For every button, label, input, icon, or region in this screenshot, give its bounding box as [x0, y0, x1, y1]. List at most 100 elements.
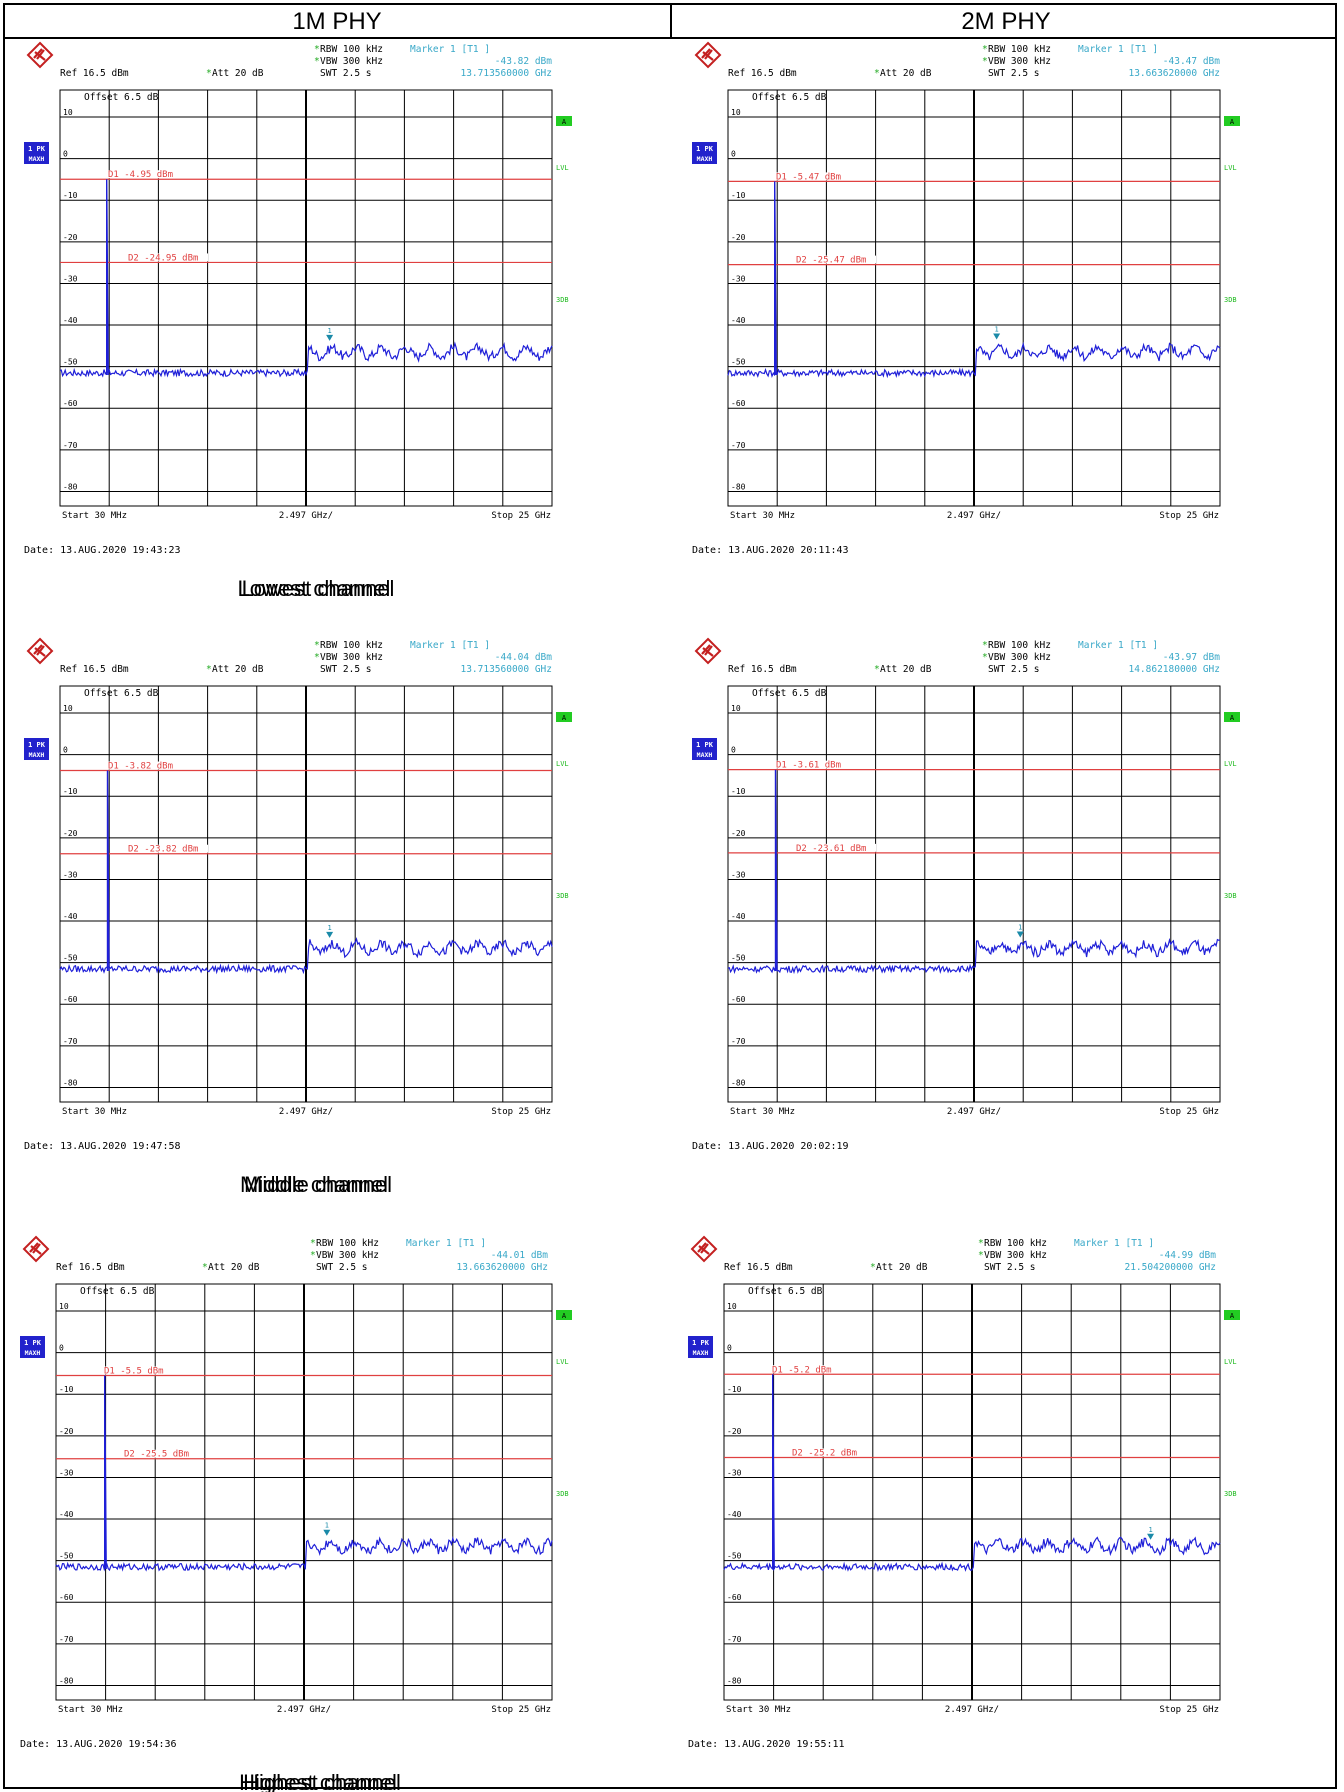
y-tick-label: 0 [63, 746, 68, 755]
side-label-a: A [562, 714, 567, 722]
limit-label-d2: D2 -24.95 dBm [128, 253, 198, 263]
y-tick-label: -80 [731, 1078, 746, 1087]
limit-label-d1-bg [106, 761, 182, 770]
limit-label-d1: D1 -5.2 dBm [772, 1365, 832, 1375]
y-tick-label: -40 [63, 912, 78, 921]
y-tick-label: -80 [731, 482, 746, 491]
offset-label: Offset 6.5 dB [752, 92, 827, 103]
marker-title: Marker 1 [T1 ] [1078, 640, 1158, 651]
limit-label-d2: D2 -25.47 dBm [796, 256, 866, 266]
vbw-label: VBW 300 kHz [320, 652, 383, 663]
channel-caption: Highest channel [239, 1770, 397, 1792]
swt-label: SWT 2.5 s [988, 68, 1039, 79]
side-label-a-box [1224, 116, 1240, 126]
rbw-label: RBW 100 kHz [988, 44, 1051, 55]
y-tick-label: -10 [731, 787, 746, 796]
y-tick-label: -30 [63, 274, 78, 283]
rbw-star: * [310, 1238, 316, 1249]
vbw-star: * [314, 56, 320, 67]
marker-1-icon [1016, 931, 1024, 938]
swt-label: SWT 2.5 s [988, 664, 1039, 675]
y-tick-label: 10 [59, 1302, 69, 1311]
offset-label: Offset 6.5 dB [84, 92, 159, 103]
y-tick-label: -30 [731, 274, 746, 283]
y-tick-label: -20 [731, 829, 746, 838]
att-star: * [874, 664, 880, 675]
rbw-label: RBW 100 kHz [320, 640, 383, 651]
attenuation: Att 20 dB [208, 1262, 260, 1273]
marker-1-label: 1 [1148, 1526, 1152, 1534]
ref-level: Ref 16.5 dBm [724, 1262, 793, 1273]
marker-title: Marker 1 [T1 ] [1078, 44, 1158, 55]
side-label-lvl: LVL [556, 1358, 569, 1366]
marker-frequency: 13.713560000 GHz [460, 68, 552, 79]
side-label-a-box [556, 116, 572, 126]
y-tick-label: -50 [731, 358, 746, 367]
x-stop-label: Stop 25 GHz [1159, 1107, 1219, 1117]
limit-label-d2: D2 -23.82 dBm [128, 845, 198, 855]
y-tick-label: 10 [731, 704, 741, 713]
marker-1-label: 1 [325, 1522, 329, 1530]
rs-logo-icon [694, 637, 722, 665]
limit-label-d1-bg [102, 1366, 178, 1375]
rs-logo-icon [22, 1235, 50, 1263]
y-tick-label: -40 [727, 1510, 742, 1519]
rs-logo-icon [26, 41, 54, 69]
side-label-a: A [562, 118, 567, 126]
limit-label-d2-bg [126, 253, 208, 262]
attenuation: Att 20 dB [880, 664, 932, 675]
vbw-star: * [982, 652, 988, 663]
y-tick-label: 10 [731, 108, 741, 117]
limit-label-d2-bg [126, 844, 208, 853]
y-tick-label: -20 [727, 1427, 742, 1436]
side-label-3db: 3DB [556, 1490, 569, 1498]
date-stamp: Date: 13.AUG.2020 20:11:43 [692, 545, 849, 556]
limit-label-d1: D1 -3.82 dBm [108, 762, 173, 772]
logo-mark [701, 48, 714, 61]
trace-badge-mode: MAXH [29, 751, 45, 759]
y-tick-label: -70 [731, 1037, 746, 1046]
side-label-a: A [1230, 1312, 1235, 1320]
side-label-3db: 3DB [1224, 892, 1237, 900]
marker-value: -43.82 dBm [495, 56, 552, 67]
attenuation: Att 20 dB [212, 664, 264, 675]
offset-label: Offset 6.5 dB [748, 1286, 823, 1297]
spectrum-trace [727, 341, 1221, 379]
vbw-label: VBW 300 kHz [988, 652, 1051, 663]
limit-label-d2-bg [122, 1449, 204, 1458]
x-span-label: 2.497 GHz/ [947, 511, 1001, 521]
rbw-star: * [978, 1238, 984, 1249]
y-tick-label: -70 [731, 441, 746, 450]
y-tick-label: -50 [731, 954, 746, 963]
spectrum-trace [727, 937, 1221, 975]
y-tick-label: -60 [731, 995, 746, 1004]
y-tick-label: -50 [63, 358, 78, 367]
trace-badge-mode: MAXH [697, 751, 713, 759]
side-label-3db: 3DB [556, 296, 569, 304]
y-tick-label: -70 [59, 1635, 74, 1644]
trace-badge-number: 1 PK [692, 1339, 710, 1347]
spectrum-trace [55, 1536, 553, 1572]
limit-label-d1-bg [774, 172, 850, 181]
y-tick-label: -50 [727, 1552, 742, 1561]
trace-badge-mode: MAXH [25, 1349, 41, 1357]
y-tick-label: -40 [731, 912, 746, 921]
y-tick-label: -80 [63, 1078, 78, 1087]
spectrum-trace [59, 936, 553, 975]
x-span-label: 2.497 GHz/ [947, 1107, 1001, 1117]
marker-frequency: 13.663620000 GHz [1128, 68, 1220, 79]
marker-frequency: 13.663620000 GHz [456, 1262, 548, 1273]
rbw-label: RBW 100 kHz [320, 44, 383, 55]
carrier-peak [104, 1375, 107, 1570]
date-stamp: Date: 13.AUG.2020 19:43:23 [24, 545, 181, 556]
side-label-a: A [562, 1312, 567, 1320]
att-star: * [202, 1262, 208, 1273]
y-tick-label: -60 [731, 399, 746, 408]
x-span-label: 2.497 GHz/ [945, 1705, 999, 1715]
y-tick-label: -20 [63, 829, 78, 838]
date-stamp: Date: 13.AUG.2020 19:54:36 [20, 1739, 177, 1750]
logo-mark [33, 644, 46, 657]
